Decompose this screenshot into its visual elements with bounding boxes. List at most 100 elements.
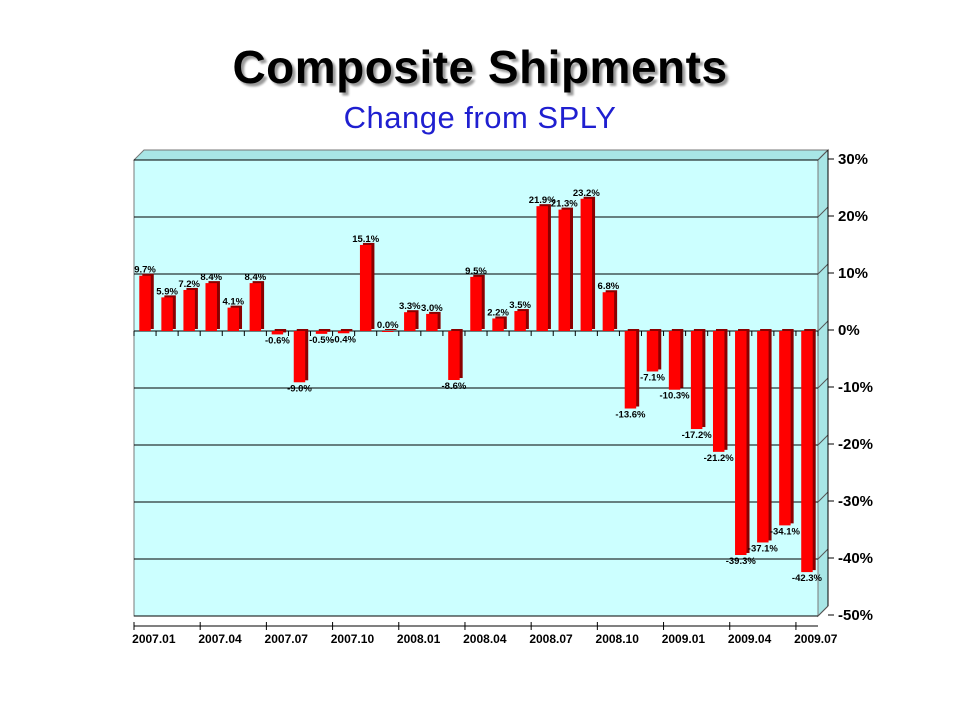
bar xyxy=(757,331,769,543)
data-label: 4.1% xyxy=(222,297,244,308)
bar xyxy=(580,198,593,331)
bar xyxy=(646,331,659,372)
gridline-depth xyxy=(817,206,829,218)
gridline-depth xyxy=(817,434,829,446)
x-tick-label: 2007.07 xyxy=(265,632,309,646)
data-label: 9.5% xyxy=(465,266,487,277)
bar xyxy=(271,331,284,335)
data-label: 6.8% xyxy=(598,281,620,292)
y-tick-label: -20% xyxy=(838,436,873,453)
bar xyxy=(404,312,416,331)
data-label: 21.3% xyxy=(551,199,578,210)
bar-depth xyxy=(318,329,331,332)
data-labels: 9.7%5.9%7.2%8.4%4.1%8.4%-0.6%-9.0%-0.5%-… xyxy=(134,188,822,584)
gridline-depth xyxy=(817,149,829,161)
bar xyxy=(514,311,526,331)
bar xyxy=(602,292,615,331)
data-label: -8.6% xyxy=(442,381,467,392)
x-tick-label: 2007.04 xyxy=(198,632,242,646)
data-label: -9.0% xyxy=(287,383,312,394)
data-label: 9.7% xyxy=(134,265,156,276)
y-tick-label: -10% xyxy=(838,379,873,396)
data-label: 23.2% xyxy=(573,188,600,199)
x-tick-label: 2009.07 xyxy=(794,632,838,646)
x-tick-label: 2008.07 xyxy=(529,632,573,646)
data-label: 3.0% xyxy=(421,303,443,314)
data-label: -0.6% xyxy=(265,335,290,346)
bar xyxy=(735,331,747,556)
x-tick-label: 2008.04 xyxy=(463,632,507,646)
x-tick-label: 2009.04 xyxy=(728,632,772,646)
chart-subtitle: Change from SPLY xyxy=(343,100,617,135)
y-tick-label: 30% xyxy=(838,151,868,168)
bar xyxy=(315,331,328,334)
data-label: -0.5% xyxy=(309,335,334,346)
x-tick-label: 2007.01 xyxy=(132,632,176,646)
bar xyxy=(183,289,195,331)
bar-depth xyxy=(340,329,353,332)
data-label: -7.1% xyxy=(640,372,665,383)
bar xyxy=(359,244,372,331)
bar xyxy=(536,206,548,331)
data-label: -17.2% xyxy=(682,430,713,441)
bars xyxy=(139,196,816,573)
y-tick-label: -40% xyxy=(838,550,873,567)
bar-depth xyxy=(385,329,397,330)
y-tick-label: 10% xyxy=(838,265,868,282)
bar xyxy=(139,275,151,331)
data-label: 8.4% xyxy=(245,272,267,283)
bar xyxy=(801,331,813,573)
bar xyxy=(779,331,791,526)
data-label: -42.3% xyxy=(792,573,823,584)
data-label: 3.3% xyxy=(399,301,421,312)
data-label: 0.0% xyxy=(377,320,399,331)
data-label: 5.9% xyxy=(156,286,178,297)
y-tick-label: -30% xyxy=(838,493,873,510)
bar xyxy=(227,307,240,331)
bar xyxy=(690,331,703,430)
bar xyxy=(492,318,504,331)
gridline-depth xyxy=(817,548,829,560)
y-tick-label: 0% xyxy=(838,322,860,339)
bar xyxy=(249,283,262,331)
y-tick-label: 20% xyxy=(838,208,868,225)
gridline-depth xyxy=(817,377,829,389)
chart-title: Composite Shipments xyxy=(232,41,728,93)
gridline-depth xyxy=(817,320,829,332)
bar-depth xyxy=(274,329,287,333)
x-axis: 2007.01 2007.04 2007.07 2007.10 2008.01 2008.… xyxy=(132,622,838,646)
data-label: 7.2% xyxy=(178,279,200,290)
data-label: 2.2% xyxy=(487,307,509,318)
plot-top-wall xyxy=(132,149,830,161)
x-tick-label: 2008.01 xyxy=(397,632,441,646)
bar xyxy=(382,331,394,332)
gridline-depth xyxy=(817,491,829,503)
y-axis: 30% 20% 10% 0% -10% -20% -30% -40% -50% xyxy=(827,150,873,624)
data-label: 8.4% xyxy=(200,272,222,283)
data-label: -39.3% xyxy=(726,556,757,567)
bar xyxy=(712,331,725,452)
bar xyxy=(668,331,681,390)
data-label: 15.1% xyxy=(352,234,379,245)
data-label: -21.2% xyxy=(704,453,735,464)
bar xyxy=(448,331,460,381)
bar xyxy=(161,297,173,331)
data-label: -13.6% xyxy=(615,410,646,421)
gridline-depth xyxy=(817,605,829,617)
gridline-depth xyxy=(817,263,829,275)
bar xyxy=(426,313,438,331)
data-label: 3.5% xyxy=(509,300,531,311)
bar xyxy=(293,331,306,383)
data-label: -0.4% xyxy=(331,334,356,345)
bar xyxy=(558,209,570,331)
y-tick-label: -50% xyxy=(838,607,873,624)
data-label: -34.1% xyxy=(770,526,801,537)
data-label: 21.9% xyxy=(529,195,556,206)
bar xyxy=(470,276,482,331)
x-tick-label: 2009.01 xyxy=(662,632,706,646)
data-label: -37.1% xyxy=(748,543,779,554)
bar xyxy=(205,283,217,331)
data-label: -10.3% xyxy=(660,391,691,402)
